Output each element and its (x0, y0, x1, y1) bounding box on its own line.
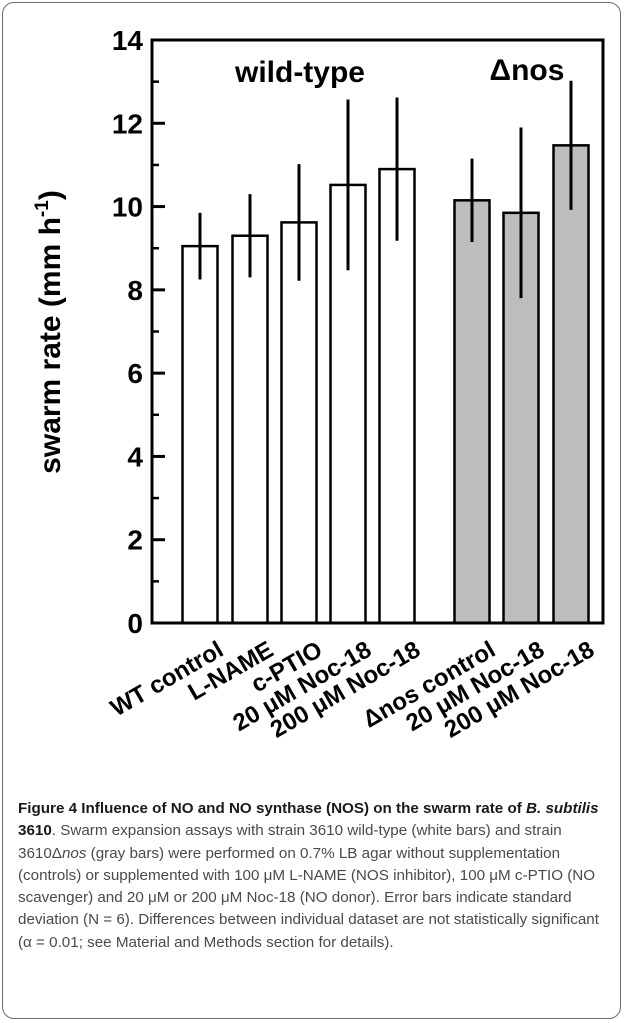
y-tick-label: 10 (112, 192, 143, 223)
y-tick-label: 4 (127, 441, 143, 472)
bar (181, 244, 219, 625)
y-tick-label: 14 (112, 25, 144, 56)
y-axis-label: swarm rate (mm h-1) (32, 190, 67, 474)
caption-lead: Figure 4 Influence of NO and NO synthase… (18, 800, 599, 840)
bar (453, 199, 491, 625)
y-tick-label: 6 (127, 358, 143, 389)
bar (231, 234, 269, 625)
y-tick-label: 8 (127, 275, 143, 306)
bar (280, 221, 318, 625)
plot-area (150, 38, 605, 625)
y-tick-label: 2 (127, 525, 143, 556)
figure-caption: Figure 4 Influence of NO and NO synthase… (18, 800, 599, 951)
y-tick-label: 12 (112, 108, 143, 139)
bar (552, 144, 590, 625)
bar (378, 167, 416, 625)
y-tick-label: 0 (127, 608, 143, 639)
annotation-wild-type: wild-type (234, 56, 365, 89)
annotation-delta-nos: Δnos (490, 54, 565, 87)
